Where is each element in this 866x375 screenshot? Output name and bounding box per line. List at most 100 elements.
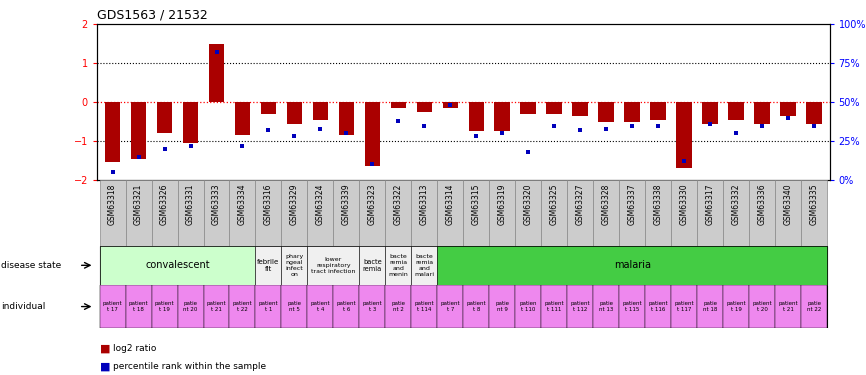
Bar <box>229 180 255 246</box>
Text: GSM63334: GSM63334 <box>238 183 247 225</box>
Text: febrile
fit: febrile fit <box>257 259 280 272</box>
Bar <box>183 102 198 143</box>
Bar <box>598 102 614 122</box>
Bar <box>131 102 146 159</box>
Bar <box>411 180 437 246</box>
Bar <box>261 102 276 114</box>
Text: GSM63338: GSM63338 <box>654 183 662 225</box>
Bar <box>806 102 822 124</box>
Text: GSM63335: GSM63335 <box>810 183 818 225</box>
Text: patient
t 17: patient t 17 <box>103 301 122 312</box>
Text: phary
ngeal
infect
on: phary ngeal infect on <box>285 254 304 276</box>
Text: GSM63319: GSM63319 <box>498 183 507 225</box>
Bar <box>359 246 385 285</box>
Bar <box>281 285 307 328</box>
Bar <box>489 180 515 246</box>
Text: GSM63317: GSM63317 <box>706 183 714 225</box>
Text: malaria: malaria <box>614 260 650 270</box>
Bar <box>671 180 697 246</box>
Bar <box>152 180 178 246</box>
Text: GSM63318: GSM63318 <box>108 183 117 225</box>
Bar <box>178 285 204 328</box>
Bar <box>255 180 281 246</box>
Text: patient
t 20: patient t 20 <box>753 301 772 312</box>
Bar <box>593 180 619 246</box>
Text: patie
nt 22: patie nt 22 <box>807 301 821 312</box>
Text: patient
t 3: patient t 3 <box>363 301 382 312</box>
Text: patient
t 19: patient t 19 <box>727 301 746 312</box>
Bar <box>593 285 619 328</box>
Bar <box>541 285 567 328</box>
Bar <box>152 285 178 328</box>
Bar <box>385 246 411 285</box>
Bar <box>754 102 770 124</box>
Bar <box>619 285 645 328</box>
Text: GSM63322: GSM63322 <box>394 183 403 225</box>
Bar <box>385 285 411 328</box>
Text: patie
nt 9: patie nt 9 <box>495 301 509 312</box>
Text: lower
respiratory
tract infection: lower respiratory tract infection <box>311 257 356 274</box>
Text: GSM63336: GSM63336 <box>758 183 766 225</box>
Bar <box>723 180 749 246</box>
Bar <box>801 180 827 246</box>
Bar <box>255 246 281 285</box>
Bar <box>645 180 671 246</box>
Bar <box>619 180 645 246</box>
Text: patient
t 21: patient t 21 <box>207 301 226 312</box>
Text: patient
t 18: patient t 18 <box>129 301 148 312</box>
Bar <box>780 102 796 116</box>
Text: GSM63339: GSM63339 <box>342 183 351 225</box>
Text: patient
t 8: patient t 8 <box>467 301 486 312</box>
Bar <box>463 180 489 246</box>
Text: patient
t 4: patient t 4 <box>311 301 330 312</box>
Bar <box>443 102 458 108</box>
Bar <box>178 180 204 246</box>
Bar <box>723 285 749 328</box>
Text: bacte
remia: bacte remia <box>363 259 382 272</box>
Text: patient
t 6: patient t 6 <box>337 301 356 312</box>
Bar <box>801 285 827 328</box>
Text: patie
nt 5: patie nt 5 <box>288 301 301 312</box>
Text: patient
t 114: patient t 114 <box>415 301 434 312</box>
Text: GSM63328: GSM63328 <box>602 183 611 225</box>
Text: patient
t 19: patient t 19 <box>155 301 174 312</box>
Text: GSM63315: GSM63315 <box>472 183 481 225</box>
Text: GSM63325: GSM63325 <box>550 183 559 225</box>
Bar <box>437 180 463 246</box>
Text: bacte
remia
and
menin: bacte remia and menin <box>389 254 408 276</box>
Text: patient
t 21: patient t 21 <box>779 301 798 312</box>
Bar <box>650 102 666 120</box>
Bar <box>728 102 744 120</box>
Bar <box>671 285 697 328</box>
Bar <box>235 102 250 135</box>
Bar <box>157 102 172 134</box>
Text: GSM63321: GSM63321 <box>134 183 143 225</box>
Text: GSM63324: GSM63324 <box>316 183 325 225</box>
Bar <box>749 180 775 246</box>
Bar <box>287 102 302 124</box>
Bar <box>126 180 152 246</box>
Bar <box>255 285 281 328</box>
Bar <box>515 180 541 246</box>
Bar <box>339 102 354 135</box>
Text: patie
nt 13: patie nt 13 <box>599 301 613 312</box>
Text: GDS1563 / 21532: GDS1563 / 21532 <box>97 9 208 22</box>
Bar <box>775 285 801 328</box>
Text: disease state: disease state <box>1 261 61 270</box>
Text: GSM63323: GSM63323 <box>368 183 377 225</box>
Bar <box>775 180 801 246</box>
Text: patie
nt 2: patie nt 2 <box>391 301 405 312</box>
Bar <box>645 285 671 328</box>
Text: patient
t 7: patient t 7 <box>441 301 460 312</box>
Bar <box>365 102 380 166</box>
Text: GSM63313: GSM63313 <box>420 183 429 225</box>
Text: GSM63337: GSM63337 <box>628 183 637 225</box>
Bar <box>209 44 224 102</box>
Bar <box>204 180 229 246</box>
Text: patient
t 112: patient t 112 <box>571 301 590 312</box>
Bar <box>702 102 718 124</box>
Text: patient
t 1: patient t 1 <box>259 301 278 312</box>
Bar <box>313 102 328 120</box>
Text: patie
nt 20: patie nt 20 <box>184 301 197 312</box>
Bar <box>126 285 152 328</box>
